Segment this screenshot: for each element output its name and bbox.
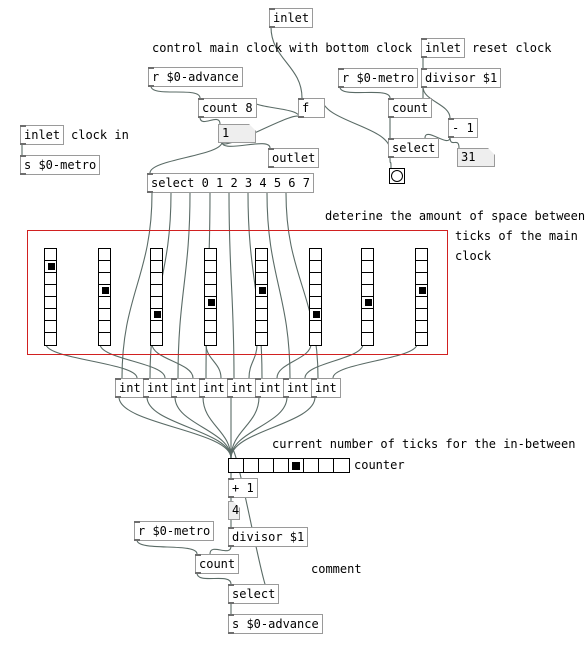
minus1-object[interactable]: - 1 [448, 118, 478, 138]
divisor-top-object[interactable]: divisor $1 [421, 68, 502, 88]
comment-control-main-clock: control main clock with bottom clock [152, 41, 413, 55]
bang-button[interactable] [389, 168, 405, 184]
cord-divisor-to-count [209, 545, 232, 555]
s-metro-object[interactable]: s $0-metro [20, 155, 101, 175]
cord-int-to-counter [174, 396, 232, 459]
minus1-number-box[interactable]: 31 [457, 148, 495, 167]
cord-int-to-counter [146, 396, 232, 459]
f-object[interactable]: f [298, 98, 325, 118]
int-object[interactable]: int [171, 378, 201, 398]
cord-minus1-to-select [424, 133, 451, 142]
cord-vradio-to-int [99, 343, 166, 379]
counter-hradio[interactable] [228, 458, 350, 473]
inlet-top-object[interactable]: inlet [269, 8, 314, 28]
inlet-reset-object[interactable]: inlet [421, 38, 466, 58]
count8-number-box[interactable]: 1 [218, 124, 256, 143]
r-advance-object[interactable]: r $0-advance [148, 67, 243, 87]
vradio-spacing-3[interactable] [150, 248, 163, 346]
count-top-object[interactable]: count [388, 98, 433, 118]
plus1-object[interactable]: + 1 [228, 478, 258, 498]
comment-reset-clock: reset clock [472, 41, 552, 55]
cord-vradio-to-int [248, 343, 258, 379]
comment-clock-in: clock in [71, 128, 129, 142]
cord-select-to-bang [389, 156, 392, 169]
int-object[interactable]: int [311, 378, 341, 398]
plus1-number-box[interactable]: 4 [228, 501, 240, 520]
cord-divisor-to-minus1 [422, 86, 451, 119]
int-object[interactable]: int [227, 378, 257, 398]
vradio-spacing-2[interactable] [98, 248, 111, 346]
select-bottom-object[interactable]: select [228, 584, 280, 604]
cord-int-to-counter [230, 396, 316, 459]
r-metro-bottom-object[interactable]: r $0-metro [134, 521, 215, 541]
vradio-spacing-7[interactable] [361, 248, 374, 346]
cord-select-to-int [285, 192, 319, 379]
comment-generic: comment [311, 562, 362, 576]
divisor-bottom-object[interactable]: divisor $1 [228, 527, 309, 547]
cord-vradio-to-int [276, 343, 312, 379]
comment-determine-line3: clock [455, 249, 492, 263]
cord-vradio-to-int [151, 343, 194, 379]
cord-count-to-select [196, 572, 232, 585]
cord-rmetro-to-count [136, 539, 198, 555]
comment-determine-line1: deterine the amount of space between [325, 209, 585, 223]
int-object[interactable]: int [115, 378, 145, 398]
select-main-object[interactable]: select 0 1 2 3 4 5 6 7 [147, 173, 314, 193]
spacing-radio-group-box [27, 230, 448, 355]
count-bottom-object[interactable]: count [195, 554, 240, 574]
cord-vradio-to-int [205, 343, 222, 379]
cord-f-to-select [321, 97, 391, 151]
vradio-spacing-6[interactable] [309, 248, 322, 346]
int-object[interactable]: int [255, 378, 285, 398]
int-object[interactable]: int [199, 378, 229, 398]
cord-int-to-counter [118, 396, 232, 459]
cord-advance-to-count8 [150, 85, 201, 99]
vradio-spacing-4[interactable] [204, 248, 217, 346]
int-object[interactable]: int [143, 378, 173, 398]
s-advance-object[interactable]: s $0-advance [228, 614, 323, 634]
r-metro-top-object[interactable]: r $0-metro [338, 68, 419, 88]
cord-number-to-outlet [221, 141, 271, 149]
cord-vradio-to-int [332, 343, 418, 379]
cord-count8-to-f [249, 97, 301, 119]
cord-number-to-f [221, 115, 301, 145]
cord-select-to-int [266, 192, 291, 379]
cord-int-to-counter [202, 396, 232, 459]
select-top-object[interactable]: select [388, 138, 440, 158]
comment-counter: counter [354, 458, 405, 472]
cord-select-to-int [177, 192, 191, 379]
cord-vradio-to-int [304, 343, 364, 379]
vradio-spacing-5[interactable] [255, 248, 268, 346]
cord-select-to-int [121, 192, 153, 379]
cord-inlet-to-f [270, 26, 303, 99]
inlet-clock-object[interactable]: inlet [20, 125, 65, 145]
cord-number-to-select [149, 141, 223, 174]
outlet-object[interactable]: outlet [268, 148, 320, 168]
cord-int-to-counter [230, 396, 260, 459]
cord-select-to-int [228, 192, 235, 379]
int-object[interactable]: int [283, 378, 313, 398]
cord-count8-to-number [199, 116, 221, 125]
cord-minus1-to-number [449, 136, 460, 149]
vradio-spacing-1[interactable] [44, 248, 57, 346]
comment-current-ticks: current number of ticks for the in-betwe… [272, 437, 576, 451]
cord-vradio-to-int [45, 343, 138, 379]
cord-metro-to-count [339, 86, 391, 99]
count8-object[interactable]: count 8 [198, 98, 257, 118]
vradio-spacing-8[interactable] [415, 248, 428, 346]
comment-determine-line2: ticks of the main [455, 229, 578, 243]
